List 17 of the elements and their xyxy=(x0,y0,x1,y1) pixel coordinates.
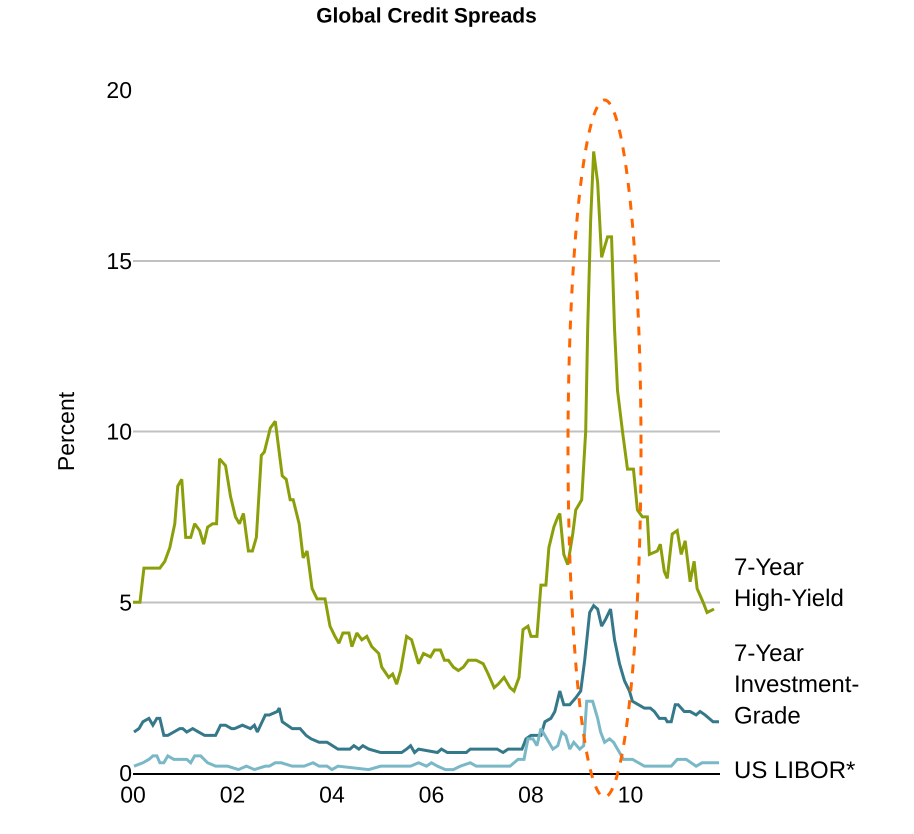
line-series xyxy=(133,604,720,754)
series-label: 7-Year High-Yield xyxy=(734,554,844,612)
y-tick-label: 20 xyxy=(106,77,132,104)
x-tick-label: 02 xyxy=(220,782,246,808)
x-tick-label: 04 xyxy=(319,782,345,808)
x-tick-label: 10 xyxy=(618,782,644,808)
line-series xyxy=(133,150,716,693)
line-series xyxy=(133,700,720,772)
y-tick-label: 5 xyxy=(119,589,132,616)
y-tick-label: 15 xyxy=(106,248,132,274)
series-label: 7-Year Investment- Grade xyxy=(734,640,860,730)
chart-title: Global Credit Spreads xyxy=(316,4,537,28)
y-tick-label: 10 xyxy=(106,418,132,445)
x-tick-label: 06 xyxy=(418,782,444,808)
series-label: US LIBOR* xyxy=(734,757,856,784)
y-axis-title: Percent xyxy=(52,391,79,472)
x-tick-label: 08 xyxy=(518,782,544,808)
